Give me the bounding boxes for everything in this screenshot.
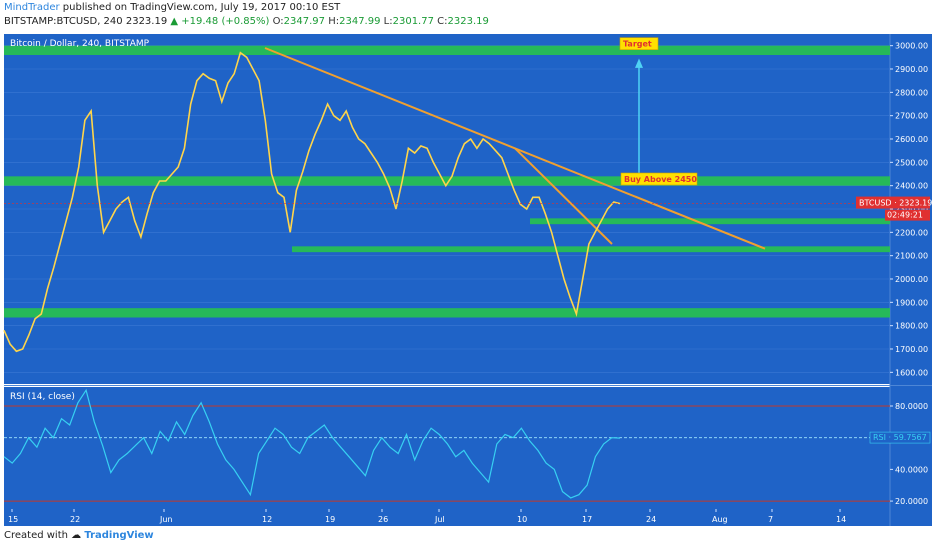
rsi-tick-label: 80.0000 [895, 402, 928, 411]
support-resistance-zone [530, 218, 890, 225]
price-tick-label: 2100.00 [895, 252, 928, 261]
high-value: 2347.99 [339, 16, 381, 27]
support-resistance-zone [4, 308, 890, 318]
last-price: 2323.19 [125, 16, 168, 27]
close-value: 2323.19 [447, 16, 489, 27]
target-annotation-box [619, 37, 659, 50]
price-tick-label: 2000.00 [895, 275, 928, 284]
price-change: ▲ +19.48 (+0.85%) [170, 16, 270, 27]
time-tick-label: Jun [159, 515, 173, 524]
price-axis-background [890, 34, 932, 526]
rsi-tick-label: 40.0000 [895, 465, 928, 474]
time-axis-background [4, 509, 890, 526]
ohlc-line: BITSTAMP:BTCUSD, 240 2323.19 ▲ +19.48 (+… [4, 16, 489, 27]
close-label: C: [437, 16, 448, 27]
steep-trendline [514, 147, 613, 245]
rsi-pane-background [4, 387, 890, 509]
countdown-tag [885, 209, 930, 221]
price-tick-label: 1600.00 [895, 368, 928, 377]
tradingview-brand[interactable]: TradingView [84, 530, 154, 541]
created-with-label: Created with [4, 530, 68, 541]
price-tick-label: 2600.00 [895, 135, 928, 144]
time-tick-label: 15 [8, 515, 18, 524]
target-arrow-head [635, 58, 643, 68]
price-tick-label: 2800.00 [895, 88, 928, 97]
support-resistance-zone [4, 176, 890, 186]
price-tick-label: 2500.00 [895, 158, 928, 167]
time-tick-label: 12 [262, 515, 272, 524]
time-tick-label: Aug [712, 515, 728, 524]
time-tick-label: 24 [646, 515, 656, 524]
price-tick-label: 2700.00 [895, 112, 928, 121]
time-tick-label: 17 [582, 515, 592, 524]
footer: Created with ☁ TradingView [4, 530, 154, 541]
target-annotation-label: Target [623, 40, 652, 49]
price-series-line [3, 51, 621, 353]
time-tick-label: 10 [517, 515, 527, 524]
countdown-label: 02:49:21 [887, 211, 923, 220]
publish-line: MindTrader published on TradingView.com,… [4, 2, 340, 13]
time-tick-label: 14 [836, 515, 846, 524]
rsi-tick-label: 20.0000 [895, 497, 928, 506]
price-tick-label: 2900.00 [895, 65, 928, 74]
buy-annotation-label: Buy Above 2450 [624, 175, 697, 184]
open-value: 2347.97 [283, 16, 326, 27]
tradingview-logo-icon: ☁ [71, 530, 82, 541]
price-pane-title: Bitcoin / Dollar, 240, BITSTAMP [10, 39, 150, 49]
time-tick-label: Jul [434, 515, 445, 524]
symbol-label: BITSTAMP:BTCUSD, 240 [4, 16, 123, 27]
last-price-tag-label: BTCUSD · 2323.19 [859, 199, 932, 208]
time-tick-label: 19 [325, 515, 335, 524]
last-price-tag [856, 196, 930, 209]
price-tick-label: 2200.00 [895, 228, 928, 237]
time-tick-label: 7 [768, 515, 773, 524]
price-tick-label: 2400.00 [895, 182, 928, 191]
low-label: L: [383, 16, 393, 27]
time-tick-label: 26 [378, 515, 388, 524]
author-link[interactable]: MindTrader [4, 2, 60, 13]
support-resistance-zone [292, 246, 890, 253]
buy-annotation-box [620, 172, 698, 186]
rsi-value-tag [869, 431, 931, 444]
price-tick-label: 1900.00 [895, 298, 928, 307]
rsi-series-line [3, 388, 621, 499]
rsi-pane-title: RSI (14, close) [10, 392, 75, 402]
support-resistance-zone [4, 45, 890, 55]
price-tick-label: 1800.00 [895, 322, 928, 331]
high-label: H: [328, 16, 340, 27]
low-value: 2301.77 [392, 16, 434, 27]
open-label: O: [272, 16, 284, 27]
rsi-value-tag-label: RSI · 59.7567 [873, 433, 927, 442]
price-tick-label: 3000.00 [895, 42, 928, 51]
published-text: published on TradingView.com, July 19, 2… [62, 2, 341, 13]
price-tick-label: 2300.00 [895, 205, 928, 214]
price-tick-label: 1700.00 [895, 345, 928, 354]
time-tick-label: 22 [70, 515, 80, 524]
